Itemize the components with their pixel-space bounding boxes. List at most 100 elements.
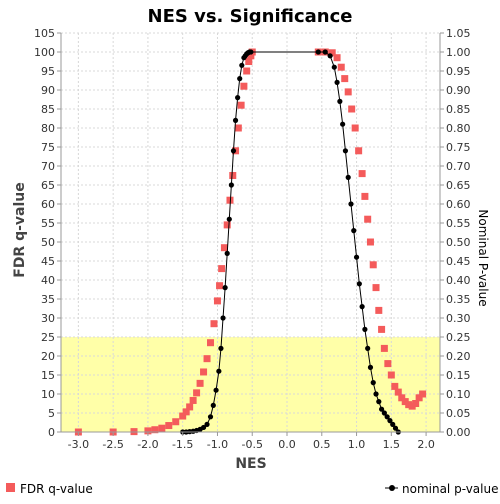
right-tick-label: 0.40 <box>446 274 471 287</box>
left-tick-label: 70 <box>41 160 55 173</box>
right-tick-label: 0.25 <box>446 331 471 344</box>
fdr-point <box>372 284 380 292</box>
series-fdr-q-value <box>74 48 427 436</box>
fdr-point <box>348 105 356 113</box>
pvalue-point <box>387 418 393 424</box>
left-tick-label: 65 <box>41 179 55 192</box>
pvalue-point <box>390 421 396 427</box>
pvalue-point <box>322 49 328 55</box>
right-tick-label: 0.60 <box>446 198 471 211</box>
x-axis-ticks: -3.0 -2.5 -2.0 -1.5 -1.0 -0.5 0.0 0.5 1.0 1.5 2.0 <box>68 432 435 451</box>
pvalue-point <box>362 326 368 332</box>
fdr-point <box>243 67 251 75</box>
pvalue-point <box>239 62 245 68</box>
pvalue-point <box>337 98 343 104</box>
pvalue-point <box>315 49 321 55</box>
fdr-point <box>223 221 231 229</box>
pvalue-point <box>204 421 210 427</box>
series-layer <box>74 48 427 436</box>
right-tick-label: 0.00 <box>446 426 471 439</box>
legend-fdr-label: FDR q-value <box>20 482 93 496</box>
right-tick-label: 1.05 <box>446 27 471 40</box>
fdr-point <box>355 147 363 155</box>
pvalue-point <box>334 79 340 85</box>
fdr-point <box>351 124 359 132</box>
pvalue-point <box>226 216 232 222</box>
left-tick-label: 40 <box>41 274 55 287</box>
fdr-point <box>387 371 395 379</box>
x-tick-label: 0.0 <box>278 438 296 451</box>
fdr-point <box>415 394 423 402</box>
pvalue-point <box>367 364 374 370</box>
significance-band <box>61 337 440 432</box>
pvalue-point <box>348 201 354 207</box>
pvalue-point <box>210 402 216 408</box>
pvalue-point <box>351 228 357 234</box>
pvalue-point <box>376 399 382 405</box>
pvalue-point <box>353 254 360 260</box>
pvalue-point <box>392 425 399 431</box>
fdr-point <box>333 54 341 62</box>
fdr-point <box>328 49 336 57</box>
left-tick-label: 25 <box>41 331 55 344</box>
plot-area <box>61 32 440 436</box>
pvalue-point <box>207 414 214 420</box>
legend-pvalue-marker <box>389 485 395 491</box>
left-tick-label: 75 <box>41 141 55 154</box>
fdr-point <box>380 344 388 352</box>
pvalue-point <box>218 345 224 351</box>
right-tick-label: 0.95 <box>446 65 471 78</box>
pvalue-point <box>237 76 243 82</box>
fdr-point <box>341 75 349 83</box>
left-tick-label: 30 <box>41 312 55 325</box>
left-tick-label: 10 <box>41 388 55 401</box>
fdr-point <box>394 388 402 396</box>
fdr-point <box>369 261 377 269</box>
pvalue-point <box>220 315 226 321</box>
pvalue-point <box>248 49 254 55</box>
left-tick-label: 105 <box>34 27 55 40</box>
left-tick-label: 80 <box>41 122 55 135</box>
fdr-point <box>237 101 245 109</box>
right-tick-label: 0.05 <box>446 407 471 420</box>
pvalue-point <box>327 53 333 59</box>
fdr-point <box>375 306 383 314</box>
left-tick-label: 95 <box>41 65 55 78</box>
right-tick-label: 0.55 <box>446 217 471 230</box>
fdr-point <box>196 379 204 387</box>
fdr-point <box>234 124 242 132</box>
fdr-point <box>218 265 226 273</box>
right-tick-label: 0.85 <box>446 103 471 116</box>
right-tick-label: 1.00 <box>446 46 471 59</box>
right-tick-label: 0.90 <box>446 84 471 97</box>
x-tick-label: -1.0 <box>207 438 228 451</box>
pvalue-point <box>356 281 362 287</box>
x-axis-title: NES <box>235 456 266 472</box>
fdr-point <box>151 426 159 434</box>
fdr-point <box>398 394 406 402</box>
left-tick-label: 85 <box>41 103 55 116</box>
fdr-point <box>391 382 399 390</box>
fdr-point <box>158 424 166 432</box>
left-tick-label: 20 <box>41 350 55 363</box>
fdr-point <box>337 63 345 71</box>
fdr-point <box>344 88 352 96</box>
pvalue-point <box>222 285 228 291</box>
fdr-point <box>165 422 173 430</box>
x-tick-label: -1.5 <box>172 438 193 451</box>
legend: FDR q-value nominal p-value <box>6 482 498 496</box>
right-tick-label: 0.45 <box>446 255 471 268</box>
pvalue-point <box>340 121 346 127</box>
right-tick-label: 0.65 <box>446 179 471 192</box>
fdr-point <box>229 172 237 179</box>
fdr-point <box>144 427 152 435</box>
fdr-point <box>245 58 253 65</box>
pvalue-point <box>373 391 379 397</box>
pvalue-point <box>232 117 239 123</box>
left-tick-label: 100 <box>34 46 55 59</box>
fdr-point <box>210 320 218 328</box>
x-tick-label: 2.0 <box>417 438 435 451</box>
fdr-point <box>172 418 180 426</box>
x-tick-label: 1.5 <box>383 438 401 451</box>
